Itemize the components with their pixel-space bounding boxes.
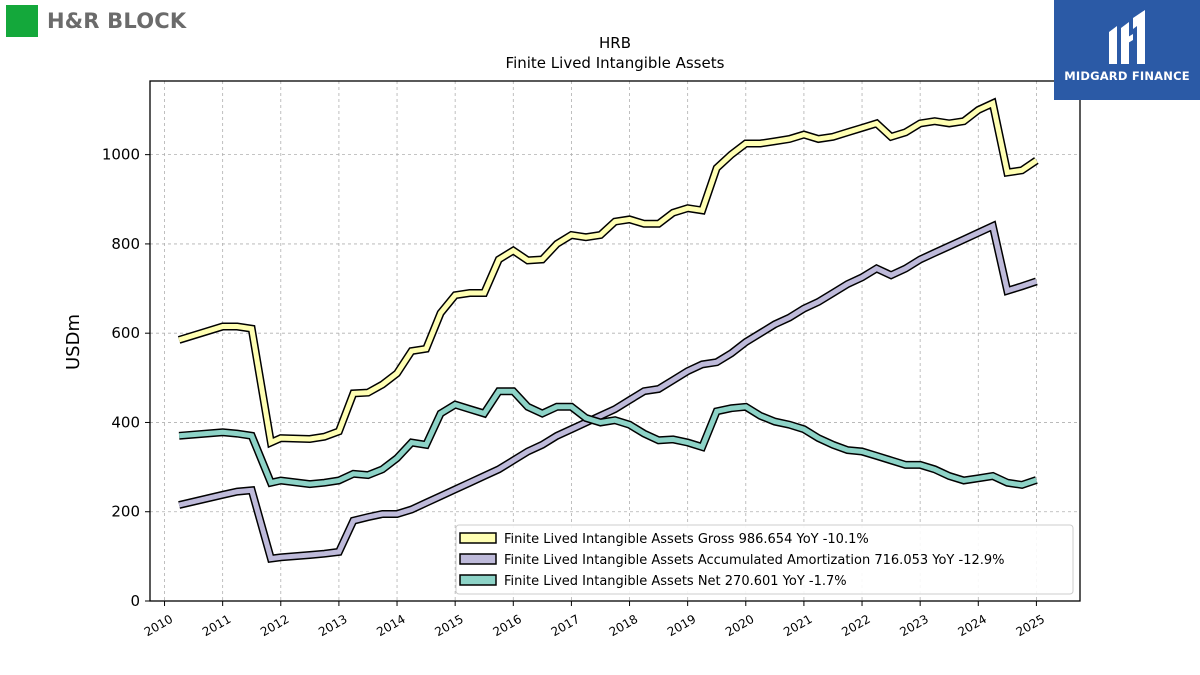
legend-swatch — [459, 574, 497, 586]
legend-swatch — [459, 532, 497, 544]
y-tick-label: 1000 — [102, 146, 140, 164]
legend-item: Finite Lived Intangible Assets Gross 986… — [459, 532, 869, 547]
y-tick-label: 800 — [111, 235, 140, 253]
y-tick-label: 200 — [111, 503, 140, 521]
x-tick-label: 2019 — [665, 612, 698, 639]
x-tick-label: 2020 — [723, 612, 756, 639]
legend-label: Finite Lived Intangible Assets Gross 986… — [504, 532, 869, 547]
plot-frame — [149, 80, 1081, 602]
x-tick-label: 2010 — [142, 612, 175, 639]
series-line-outline — [178, 220, 1038, 564]
y-axis-label: USDm — [63, 314, 84, 370]
series-line — [178, 388, 1038, 488]
grid — [150, 81, 1080, 602]
y-tick-label: 0 — [130, 592, 140, 610]
x-tick-label: 2012 — [258, 612, 291, 639]
y-tick-label: 600 — [111, 324, 140, 342]
x-tick-label: 2017 — [549, 612, 582, 639]
midgard-finance-logo: MIDGARD FINANCE — [1054, 0, 1200, 100]
series-2 — [178, 220, 1038, 564]
x-tick-label: 2021 — [781, 612, 814, 639]
legend-swatch — [459, 553, 497, 565]
series-1 — [177, 97, 1039, 449]
x-tick-label: 2018 — [607, 612, 640, 639]
x-tick-label: 2024 — [956, 612, 989, 639]
y-tick-label: 400 — [111, 413, 140, 431]
x-tick-label: 2016 — [491, 612, 524, 639]
x-tick-label: 2025 — [1014, 612, 1047, 639]
legend-box — [455, 524, 1074, 595]
x-tick-label: 2011 — [200, 612, 233, 639]
hr-block-square-icon — [6, 5, 38, 37]
x-tick-label: 2014 — [374, 612, 407, 639]
legend-item: Finite Lived Intangible Assets Net 270.6… — [459, 574, 847, 589]
chart-title: HRB — [599, 34, 631, 52]
legend-label: Finite Lived Intangible Assets Accumulat… — [504, 553, 1005, 568]
series-line-outline — [177, 97, 1039, 449]
legend: Finite Lived Intangible Assets Gross 986… — [455, 524, 1074, 595]
series-group — [177, 97, 1039, 564]
x-tick-label: 2023 — [897, 612, 930, 639]
series-3 — [178, 387, 1038, 489]
midgard-emblem-icon — [1109, 10, 1145, 64]
legend-item: Finite Lived Intangible Assets Accumulat… — [459, 553, 1005, 568]
x-tick-label: 2013 — [316, 612, 349, 639]
series-line — [178, 222, 1038, 562]
legend-label: Finite Lived Intangible Assets Net 270.6… — [504, 574, 847, 589]
chart-subtitle: Finite Lived Intangible Assets — [506, 54, 725, 72]
x-tick-label: 2015 — [432, 612, 465, 639]
hr-block-logo: H&R BLOCK — [6, 5, 186, 37]
x-tick-label: 2022 — [839, 612, 872, 639]
series-line — [178, 99, 1038, 447]
hr-block-logo-text: H&R BLOCK — [47, 9, 187, 33]
midgard-finance-text: MIDGARD FINANCE — [1064, 69, 1190, 83]
